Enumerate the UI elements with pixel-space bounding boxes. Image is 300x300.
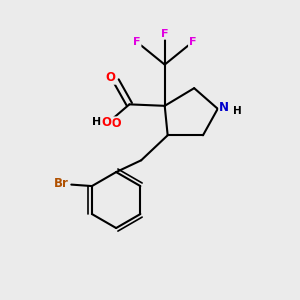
Text: O: O bbox=[101, 116, 111, 128]
Text: Br: Br bbox=[54, 177, 68, 190]
Text: N: N bbox=[219, 101, 229, 114]
Text: F: F bbox=[161, 29, 169, 39]
Text: ·O: ·O bbox=[108, 117, 123, 130]
Text: F: F bbox=[189, 37, 196, 47]
Text: H: H bbox=[233, 106, 242, 116]
Text: O: O bbox=[106, 71, 116, 84]
Text: H: H bbox=[92, 117, 101, 127]
Text: H: H bbox=[99, 118, 108, 128]
Text: F: F bbox=[133, 37, 140, 47]
